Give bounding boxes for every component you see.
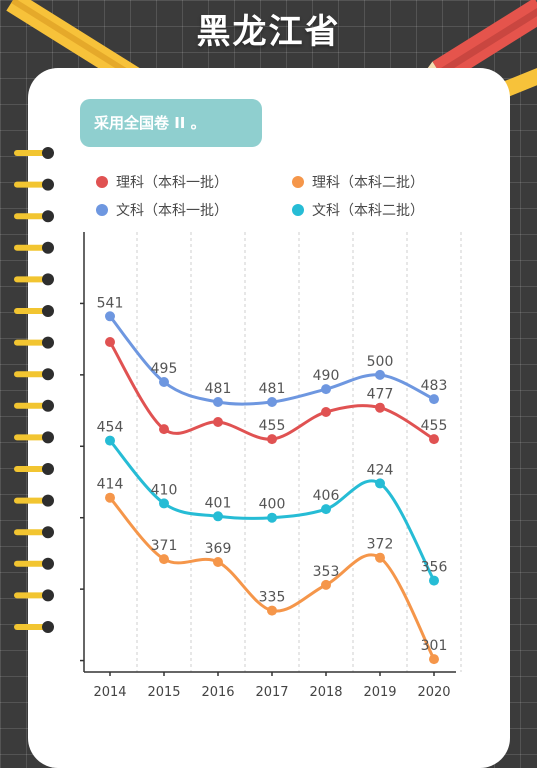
spiral-binding-ring-icon: [14, 589, 54, 602]
data-label: 400: [259, 497, 286, 513]
decorations: [6, 0, 537, 98]
data-point: [429, 434, 439, 445]
data-point: [375, 369, 385, 380]
legend-label: 文科（本科二批）: [312, 203, 424, 219]
data-label: 371: [151, 538, 178, 554]
spiral-binding-ring-icon: [14, 178, 54, 191]
legend-label: 理科（本科一批）: [116, 175, 228, 191]
legend-swatch: [292, 176, 304, 188]
spiral-binding-ring-icon: [14, 305, 54, 317]
data-point: [321, 504, 331, 515]
data-label: 455: [421, 418, 448, 434]
data-label: 541: [97, 295, 124, 311]
legend-item-3: 文科（本科二批）: [292, 200, 424, 220]
spiral-binding-ring-icon: [14, 241, 54, 254]
data-point: [213, 417, 223, 427]
data-point: [105, 435, 115, 446]
data-label: 401: [205, 495, 232, 511]
data-label: 481: [259, 381, 286, 397]
data-label: 410: [151, 482, 178, 498]
data-label: 495: [151, 361, 178, 377]
data-point: [213, 557, 223, 567]
data-point: [105, 311, 115, 322]
legend-swatch: [292, 204, 304, 216]
spiral-binding-ring-icon: [14, 557, 54, 570]
note-box: 采用全国卷 II 。: [80, 99, 262, 147]
spiral-binding-ring-icon: [14, 147, 54, 159]
data-label: 335: [259, 590, 286, 606]
data-label: 481: [205, 381, 232, 397]
data-point: [429, 394, 439, 405]
data-point: [375, 478, 385, 489]
spiral-binding-ring-icon: [14, 431, 54, 444]
spiral-binding-ring-icon: [14, 494, 54, 507]
spiral-binding: [14, 147, 54, 633]
data-point: [267, 605, 277, 616]
data-point: [321, 579, 331, 590]
data-point: [159, 424, 169, 435]
spiral-binding-ring-icon: [14, 526, 54, 539]
data-point: [105, 492, 115, 503]
legend-label: 理科（本科二批）: [312, 175, 424, 191]
legend-label: 文科（本科一批）: [116, 203, 228, 219]
data-label: 372: [367, 537, 394, 553]
spiral-binding-ring-icon: [14, 210, 54, 223]
data-point: [375, 402, 385, 413]
spiral-binding-ring-icon: [14, 273, 54, 286]
data-point: [321, 407, 331, 417]
data-point: [105, 337, 115, 347]
legend-item-0: 理科（本科一批）: [96, 172, 228, 192]
data-point: [429, 575, 439, 586]
data-label: 477: [367, 387, 394, 403]
page-title: 黑龙江省: [196, 12, 341, 52]
x-tick-label: 2018: [309, 685, 342, 700]
x-tick-label: 2017: [255, 685, 288, 700]
x-tick-label: 2014: [93, 685, 126, 700]
spiral-binding-ring-icon: [14, 463, 54, 475]
data-point: [321, 384, 331, 395]
data-point: [213, 397, 223, 407]
data-label: 500: [367, 354, 394, 370]
data-label: 353: [313, 564, 340, 580]
data-label: 301: [421, 638, 448, 654]
x-tick-label: 2015: [147, 685, 180, 700]
spiral-binding-ring-icon: [14, 368, 54, 381]
data-label: 406: [313, 488, 340, 504]
spiral-binding-ring-icon: [14, 399, 54, 412]
x-tick-label: 2016: [201, 685, 234, 700]
legend-item-1: 理科（本科二批）: [292, 172, 424, 192]
spiral-binding-ring-icon: [14, 336, 54, 349]
data-point: [159, 377, 169, 387]
data-label: 356: [421, 560, 448, 576]
data-point: [267, 397, 277, 407]
line-chart: 2014 2015 2016 2017 2018 2019 2020 455 477 455 414…: [80, 232, 462, 700]
data-point: [375, 552, 385, 563]
data-point: [159, 554, 169, 565]
spiral-binding-ring-icon: [14, 621, 54, 633]
legend-item-2: 文科（本科一批）: [96, 200, 228, 220]
data-label: 455: [259, 418, 286, 434]
data-point: [429, 654, 439, 665]
data-label: 490: [313, 368, 340, 384]
legend-swatch: [96, 176, 108, 188]
data-label: 454: [97, 420, 124, 436]
data-label: 483: [421, 378, 448, 394]
data-label: 424: [367, 462, 394, 478]
legend-swatch: [96, 204, 108, 216]
data-point: [267, 512, 277, 523]
x-tick-label: 2020: [417, 685, 450, 700]
x-tick-label: 2019: [363, 685, 396, 700]
data-point: [159, 498, 169, 509]
data-point: [267, 434, 277, 445]
data-point: [213, 511, 223, 522]
data-label: 369: [205, 541, 232, 557]
data-label: 414: [97, 477, 124, 493]
